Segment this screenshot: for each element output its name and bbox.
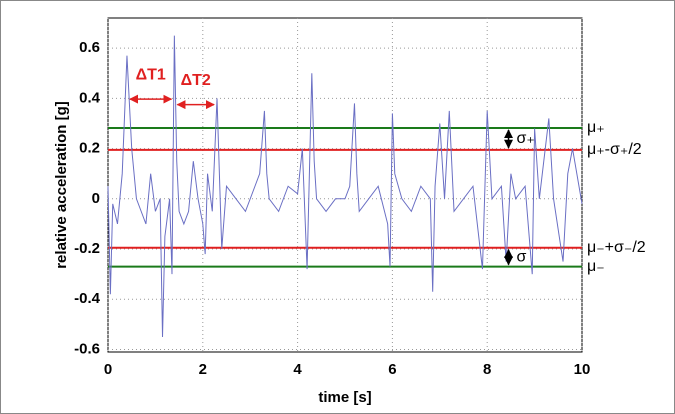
y-tick-label: 0: [92, 190, 100, 207]
interval-label: ΔT2: [181, 72, 211, 89]
x-tick-label: 4: [293, 361, 302, 378]
reference-label: μ₊-σ₊/2: [587, 141, 642, 158]
reference-label: μ₋+σ₋/2: [587, 239, 646, 256]
x-tick-label: 6: [388, 361, 396, 378]
y-tick-label: 0.2: [79, 140, 100, 157]
spread-label: σ: [517, 248, 527, 265]
y-axis-label: relative acceleration [g]: [53, 101, 70, 269]
x-axis-label: time [s]: [318, 389, 371, 406]
y-tick-label: 0.6: [79, 39, 100, 56]
x-tick-label: 8: [483, 361, 491, 378]
x-tick-label: 10: [574, 361, 591, 378]
x-tick-label: 0: [104, 361, 112, 378]
reference-label: μ₋: [587, 258, 605, 275]
data-line: [107, 35, 583, 337]
y-tick-label: 0.4: [79, 89, 101, 106]
interval-label: ΔT1: [136, 66, 166, 83]
spread-label: σ₊: [517, 130, 535, 147]
y-tick-label: -0.6: [74, 340, 100, 357]
reference-label: μ₊: [587, 119, 605, 136]
y-tick-label: -0.2: [74, 240, 100, 257]
plot-area: [107, 17, 583, 353]
x-tick-label: 2: [199, 361, 207, 378]
y-tick-label: -0.4: [74, 290, 101, 307]
